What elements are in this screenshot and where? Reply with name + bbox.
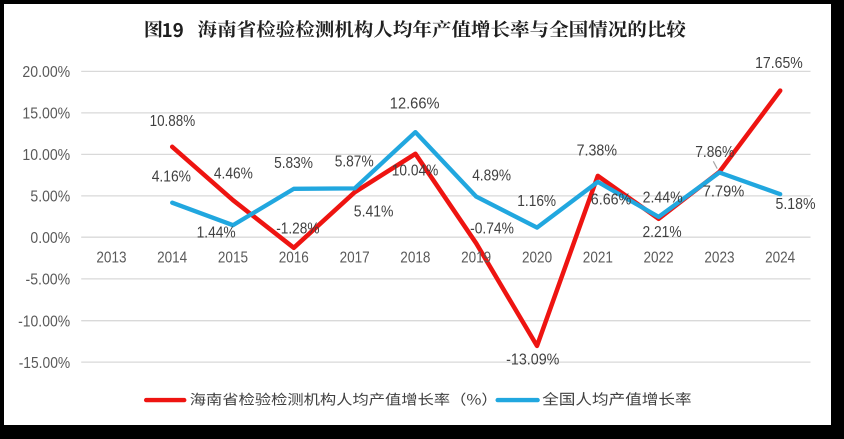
svg-text:-5.00%: -5.00% bbox=[26, 272, 71, 289]
svg-text:12.66%: 12.66% bbox=[390, 96, 440, 113]
svg-text:5.87%: 5.87% bbox=[335, 153, 374, 170]
svg-text:5.83%: 5.83% bbox=[274, 155, 313, 172]
svg-text:10.88%: 10.88% bbox=[150, 113, 196, 130]
svg-text:2016: 2016 bbox=[279, 250, 309, 267]
svg-text:20.00%: 20.00% bbox=[22, 64, 70, 81]
svg-text:4.46%: 4.46% bbox=[214, 166, 253, 183]
svg-text:-1.28%: -1.28% bbox=[276, 220, 319, 237]
svg-text:6.66%: 6.66% bbox=[591, 192, 632, 209]
svg-text:-0.74%: -0.74% bbox=[470, 220, 514, 237]
svg-text:2014: 2014 bbox=[157, 250, 187, 267]
svg-text:5.00%: 5.00% bbox=[30, 189, 70, 206]
svg-text:2.21%: 2.21% bbox=[643, 224, 682, 241]
svg-text:5.18%: 5.18% bbox=[776, 196, 816, 213]
svg-text:-13.09%: -13.09% bbox=[506, 351, 559, 368]
svg-text:-10.00%: -10.00% bbox=[18, 313, 70, 330]
svg-text:2022: 2022 bbox=[644, 250, 674, 267]
svg-text:4.16%: 4.16% bbox=[152, 169, 191, 186]
svg-text:2015: 2015 bbox=[218, 250, 248, 267]
svg-text:10.00%: 10.00% bbox=[22, 147, 70, 164]
svg-text:2013: 2013 bbox=[96, 250, 126, 267]
svg-text:2020: 2020 bbox=[522, 250, 552, 267]
svg-text:7.79%: 7.79% bbox=[703, 183, 745, 200]
svg-text:10.04%: 10.04% bbox=[392, 163, 439, 180]
svg-text:2017: 2017 bbox=[340, 250, 370, 267]
svg-text:2018: 2018 bbox=[400, 250, 430, 267]
svg-text:2019: 2019 bbox=[461, 250, 491, 267]
svg-text:2024: 2024 bbox=[765, 250, 795, 267]
svg-text:2023: 2023 bbox=[704, 250, 734, 267]
svg-text:7.38%: 7.38% bbox=[577, 142, 618, 159]
svg-text:1.44%: 1.44% bbox=[197, 224, 236, 241]
svg-text:17.65%: 17.65% bbox=[755, 55, 803, 72]
svg-text:4.89%: 4.89% bbox=[472, 168, 511, 185]
svg-text:-15.00%: -15.00% bbox=[19, 355, 71, 372]
svg-text:1.16%: 1.16% bbox=[517, 193, 556, 210]
svg-text:2021: 2021 bbox=[583, 250, 613, 267]
svg-text:0.00%: 0.00% bbox=[30, 230, 70, 247]
svg-text:15.00%: 15.00% bbox=[22, 106, 70, 123]
svg-text:7.86%: 7.86% bbox=[695, 144, 734, 161]
svg-text:2.44%: 2.44% bbox=[643, 189, 683, 206]
svg-text:5.41%: 5.41% bbox=[354, 204, 394, 221]
